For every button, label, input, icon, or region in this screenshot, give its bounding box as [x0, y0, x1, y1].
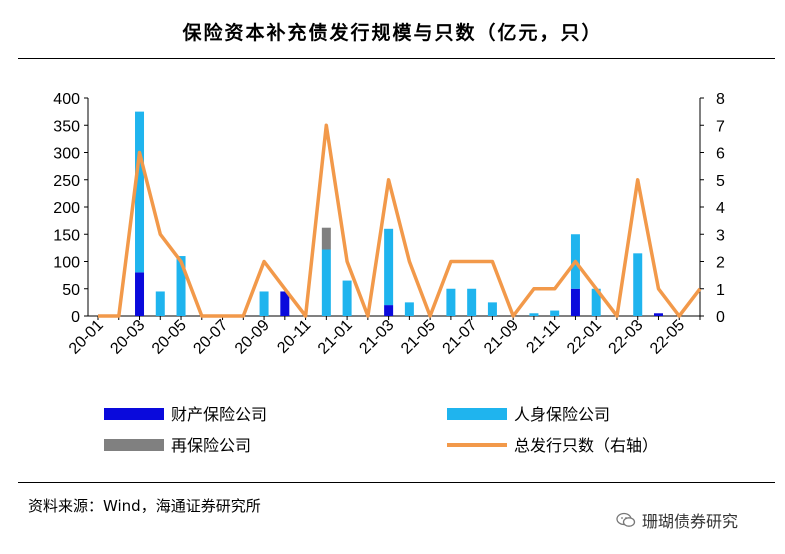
legend-label: 再保险公司 — [171, 436, 251, 455]
issue-count-line — [98, 123, 702, 318]
x-axis-tick-label: 21-05 — [398, 317, 439, 358]
left-axis-tick-label: 200 — [53, 200, 80, 217]
legend-swatch — [104, 439, 164, 451]
bar-segment — [342, 280, 352, 316]
bar-segment — [446, 288, 456, 316]
x-axis-tick-label: 21-03 — [356, 317, 397, 358]
left-axis-tick-label: 400 — [53, 91, 80, 108]
right-axis-tick-label: 7 — [716, 118, 725, 135]
bar-segment — [570, 288, 580, 316]
right-axis-tick-label: 1 — [716, 282, 725, 299]
bar-segment — [550, 310, 560, 316]
title-divider — [18, 58, 775, 59]
x-axis-tick-label: 20-11 — [274, 317, 314, 357]
bar-segment — [633, 253, 643, 316]
x-axis-tick-label: 21-01 — [315, 317, 356, 358]
left-axis-tick-label: 300 — [53, 146, 80, 163]
x-axis-tick-label: 21-09 — [481, 317, 522, 358]
x-axis-tick-label: 21-07 — [440, 317, 481, 358]
legend-swatch — [104, 408, 164, 420]
bar-segment — [529, 313, 539, 316]
bar-segment — [135, 272, 145, 316]
right-axis-tick-label: 4 — [716, 200, 725, 217]
x-axis-tick-label: 21-11 — [523, 317, 563, 357]
bar-segment — [384, 228, 394, 306]
bar-segment — [404, 302, 414, 316]
bar-segment — [155, 291, 165, 316]
x-axis-tick-label: 22-05 — [647, 317, 688, 358]
bar-segment — [653, 313, 663, 316]
right-axis-tick-label: 5 — [716, 173, 725, 190]
legend-label: 人身保险公司 — [514, 405, 610, 424]
legend-swatch — [447, 408, 507, 420]
bar-segment — [280, 291, 290, 316]
legend-label: 财产保险公司 — [171, 405, 267, 424]
right-axis-tick-label: 8 — [716, 91, 725, 108]
bar-segment — [384, 305, 394, 316]
bar-segment — [321, 249, 331, 316]
bar-segment — [259, 291, 269, 316]
left-axis-tick-label: 100 — [53, 255, 80, 272]
x-axis-tick-label: 22-01 — [564, 317, 605, 358]
left-axis-tick-label: 50 — [62, 282, 80, 299]
x-axis-tick-label: 20-03 — [107, 317, 148, 358]
x-axis-tick-label: 20-09 — [232, 317, 273, 358]
right-axis-tick-label: 3 — [716, 227, 725, 244]
legend-label: 总发行只数（右轴） — [514, 436, 658, 455]
left-axis-tick-label: 250 — [53, 173, 80, 190]
bar-segment — [135, 111, 145, 273]
left-axis-tick-label: 350 — [53, 118, 80, 135]
right-axis-tick-label: 6 — [716, 146, 725, 163]
wechat-icon — [616, 512, 636, 527]
right-axis-tick-label: 0 — [716, 309, 725, 326]
bar-segment — [467, 288, 477, 316]
watermark-text: 珊瑚债券研究 — [642, 512, 739, 531]
chart-title: 保险资本补充债发行规模与只数（亿元，只） — [182, 22, 603, 44]
bar-segment — [176, 256, 186, 316]
bar-segment — [321, 227, 331, 250]
x-axis-tick-label: 20-07 — [190, 317, 231, 358]
right-axis-tick-label: 2 — [716, 255, 725, 272]
footer-divider — [18, 482, 775, 483]
bar-segment — [487, 302, 497, 316]
x-axis-tick-label: 22-03 — [606, 317, 647, 358]
left-axis-tick-label: 0 — [71, 309, 80, 326]
x-axis-tick-label: 20-05 — [149, 317, 190, 358]
source-note: 资料来源：Wind，海通证券研究所 — [28, 497, 261, 515]
watermark: 珊瑚债券研究 — [616, 508, 738, 532]
bar-segment — [591, 288, 601, 316]
left-axis-tick-label: 150 — [53, 227, 80, 244]
